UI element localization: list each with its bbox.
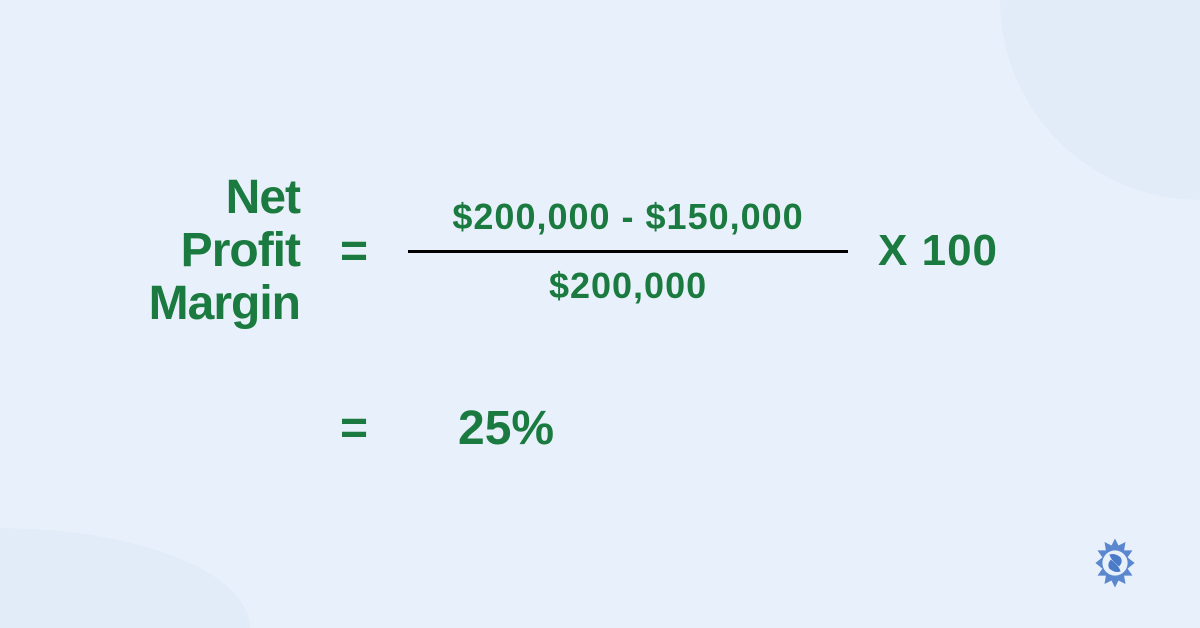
- fraction: $200,000 - $150,000 $200,000: [408, 196, 848, 307]
- label-line-2: Profit: [80, 225, 300, 278]
- label-line-1: Net: [80, 172, 300, 225]
- result-row: = 25%: [80, 401, 1120, 456]
- result-value: 25%: [458, 401, 554, 456]
- result-equals: =: [340, 401, 368, 456]
- gear-logo-icon: [1080, 528, 1150, 598]
- denominator: $200,000: [549, 253, 707, 307]
- formula-label: Net Profit Margin: [80, 172, 300, 330]
- numerator: $200,000 - $150,000: [452, 196, 803, 250]
- formula-row: Net Profit Margin = $200,000 - $150,000 …: [80, 172, 1120, 330]
- label-line-3: Margin: [80, 278, 300, 331]
- equals-sign: =: [340, 224, 368, 279]
- multiplier: X 100: [878, 226, 998, 276]
- formula-container: Net Profit Margin = $200,000 - $150,000 …: [0, 0, 1200, 628]
